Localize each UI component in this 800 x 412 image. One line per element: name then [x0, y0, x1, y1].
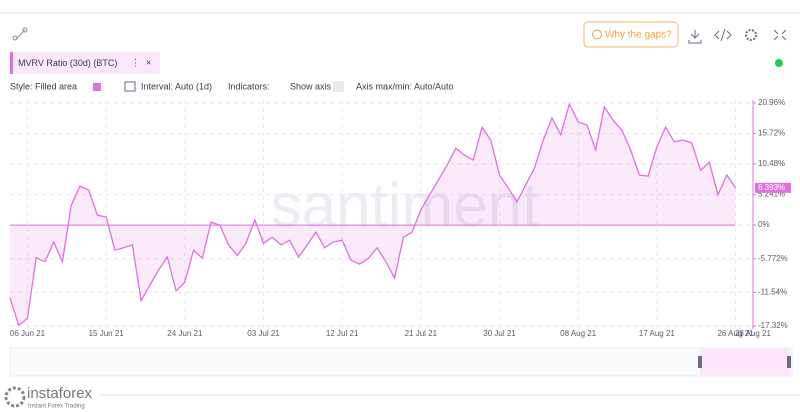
- y-tick-label: 15.72%: [758, 129, 785, 138]
- embed-icon[interactable]: [714, 28, 732, 42]
- y-tick-label: -17.32%: [758, 321, 788, 330]
- x-tick-label: 12 Jul 21: [326, 329, 359, 338]
- line: [9, 102, 737, 327]
- logo-mark: [4, 386, 26, 408]
- metric-chip-accent: [10, 52, 13, 74]
- fullscreen-icon[interactable]: [773, 29, 787, 41]
- interval-icon: [124, 81, 136, 92]
- x-tick-label: 21 Jul 21: [405, 329, 438, 338]
- y-tick-label: 5.241%: [758, 190, 785, 199]
- y-tick-label: -11.54%: [758, 287, 787, 296]
- interval-control[interactable]: Interval: Auto (1d): [141, 81, 212, 91]
- indicators-control[interactable]: Indicators:: [228, 81, 270, 91]
- x-tick-label: 26 Aug 21: [717, 329, 754, 338]
- y-tick-label: 20.96%: [758, 98, 785, 107]
- show-axis-checkbox[interactable]: [333, 81, 344, 92]
- area-fill: [10, 103, 736, 326]
- status-dot: [775, 59, 783, 67]
- connect-icon[interactable]: [12, 27, 28, 41]
- settings-icon[interactable]: [745, 29, 757, 41]
- metric-remove[interactable]: ×: [146, 57, 151, 67]
- navigator-handle[interactable]: [787, 356, 791, 368]
- axis-minmax-control[interactable]: Axis max/min: Auto/Auto: [356, 81, 454, 91]
- logo-tagline: Instant Forex Trading: [28, 404, 85, 410]
- navigator-selection[interactable]: [700, 349, 790, 375]
- x-tick-label: 15 Jun 21: [89, 329, 125, 338]
- x-tick-label: 17 Aug 21: [639, 329, 676, 338]
- gaps-button[interactable]: [583, 21, 679, 48]
- last-value-badge: [755, 182, 791, 193]
- show-axis-label: Show axis: [290, 81, 332, 91]
- download-icon[interactable]: [688, 30, 702, 44]
- help-icon: [592, 29, 602, 40]
- x-tick-label: 28 Aug 21: [735, 329, 772, 338]
- color-swatch[interactable]: [93, 83, 101, 91]
- last-value-label: 6.393%: [758, 183, 785, 192]
- metric-menu[interactable]: ⋮: [131, 57, 140, 67]
- gaps-button-label: Why the gaps?: [605, 30, 672, 41]
- y-tick-label: -5.772%: [758, 254, 788, 263]
- x-tick-label: 24 Jun 21: [167, 329, 203, 338]
- x-tick-label: 30 Jul 21: [483, 329, 516, 338]
- y-tick-label: 0%: [758, 220, 770, 229]
- x-tick-label: 06 Jun 21: [10, 329, 46, 338]
- navigator-handle[interactable]: [698, 356, 702, 368]
- watermark: santiment: [271, 171, 540, 240]
- navigator[interactable]: [9, 347, 793, 377]
- metric-name: MVRV Ratio (30d) (BTC): [18, 58, 117, 68]
- metric-chip[interactable]: [10, 52, 160, 74]
- plot: 20.96% 15.72% 10.48% 5.241% 0% -5.772% -11.54%…: [9, 98, 791, 338]
- logo-text: instaforex: [27, 385, 93, 402]
- y-tick-label: 10.48%: [758, 159, 785, 168]
- x-tick-label: 03 Jul 21: [247, 329, 280, 338]
- x-tick-label: 08 Aug 21: [560, 329, 597, 338]
- style-control[interactable]: Style: Filled area: [10, 81, 77, 91]
